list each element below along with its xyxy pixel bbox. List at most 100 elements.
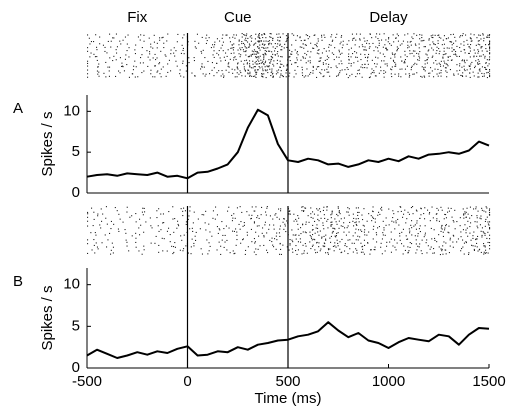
raster-spike <box>277 55 279 57</box>
raster-spike <box>311 239 313 241</box>
x-tick-label: 0 <box>183 373 191 390</box>
raster-spike <box>216 214 218 216</box>
raster-spike <box>407 238 409 240</box>
raster-spike <box>143 40 145 42</box>
raster-spike <box>473 208 475 210</box>
raster-spike <box>143 207 145 209</box>
raster-spike <box>241 47 243 49</box>
raster-spike <box>167 33 169 35</box>
raster-spike <box>223 56 225 58</box>
raster-spike <box>180 75 182 77</box>
raster-spike <box>189 206 191 208</box>
raster-spike <box>150 69 152 71</box>
raster-spike <box>416 34 418 36</box>
raster-spike <box>158 244 160 246</box>
raster-spike <box>258 52 260 54</box>
raster-spike <box>488 34 490 36</box>
raster-spike <box>173 246 175 248</box>
raster-spike <box>485 249 487 251</box>
raster-spike <box>382 220 384 222</box>
raster-spike <box>225 225 227 227</box>
raster-spike <box>214 44 216 46</box>
raster-spike <box>213 50 215 52</box>
raster-spike <box>340 36 342 38</box>
raster-spike <box>419 217 421 219</box>
raster-spike <box>430 67 432 69</box>
raster-spike <box>346 246 348 248</box>
raster-spike <box>313 47 315 49</box>
raster-spike <box>368 53 370 55</box>
raster-spike <box>462 72 464 74</box>
raster-spike <box>305 75 307 77</box>
raster-spike <box>315 68 317 70</box>
raster-spike <box>304 44 306 46</box>
raster-spike <box>364 63 366 65</box>
raster-spike <box>361 214 363 216</box>
raster-spike <box>406 56 408 58</box>
raster-spike <box>466 59 468 61</box>
raster-spike <box>392 217 394 219</box>
raster-spike <box>401 243 403 245</box>
raster-spike <box>324 69 326 71</box>
raster-spike <box>296 51 298 53</box>
raster-spike <box>425 53 427 55</box>
raster-spike <box>316 46 318 48</box>
raster-spike <box>152 76 154 78</box>
raster-spike <box>159 73 161 75</box>
raster-spike <box>222 50 224 52</box>
raster-spike <box>485 44 487 46</box>
raster-spike <box>396 49 398 51</box>
raster-spike <box>139 39 141 41</box>
raster-spike <box>368 47 370 49</box>
raster-spike <box>372 216 374 218</box>
raster-spike <box>271 241 273 243</box>
raster-spike <box>266 69 268 71</box>
raster-spike <box>386 245 388 247</box>
raster-spike <box>459 65 461 67</box>
raster-spike <box>338 49 340 51</box>
raster-spike <box>150 73 152 75</box>
raster-spike <box>238 44 240 46</box>
raster-spike <box>489 46 491 48</box>
raster-spike <box>429 212 431 214</box>
raster-spike <box>440 75 442 77</box>
raster-spike <box>366 60 368 62</box>
raster-spike <box>469 65 471 67</box>
raster-spike <box>288 249 290 251</box>
raster-spike <box>473 249 475 251</box>
raster-spike <box>456 241 458 243</box>
raster-spike <box>469 76 471 78</box>
raster-spike <box>253 49 255 51</box>
raster-spike <box>253 251 255 253</box>
raster-spike <box>286 37 288 39</box>
raster-spike <box>119 57 121 59</box>
raster-spike <box>237 63 239 65</box>
raster-spike <box>267 47 269 49</box>
raster-spike <box>325 63 327 65</box>
raster-spike <box>381 209 383 211</box>
raster-spike <box>163 42 165 44</box>
raster-spike <box>257 59 259 61</box>
raster-spike <box>163 222 165 224</box>
raster-spike <box>192 230 194 232</box>
raster-spike <box>219 40 221 42</box>
raster-spike <box>164 54 166 56</box>
raster-spike <box>395 65 397 67</box>
raster-spike <box>409 246 411 248</box>
raster-spike <box>433 62 435 64</box>
raster-spike <box>310 51 312 53</box>
raster-spike <box>487 65 489 67</box>
raster-spike <box>218 241 220 243</box>
raster-spike <box>485 62 487 64</box>
raster-spike <box>469 65 471 67</box>
raster-spike <box>400 210 402 212</box>
raster-spike <box>269 50 271 52</box>
raster-spike <box>339 53 341 55</box>
raster-spike <box>263 55 265 57</box>
raster-spike <box>485 68 487 70</box>
raster-spike <box>179 69 181 71</box>
raster-spike <box>251 53 253 55</box>
raster-spike <box>326 58 328 60</box>
raster-spike <box>205 210 207 212</box>
raster-spike <box>420 214 422 216</box>
